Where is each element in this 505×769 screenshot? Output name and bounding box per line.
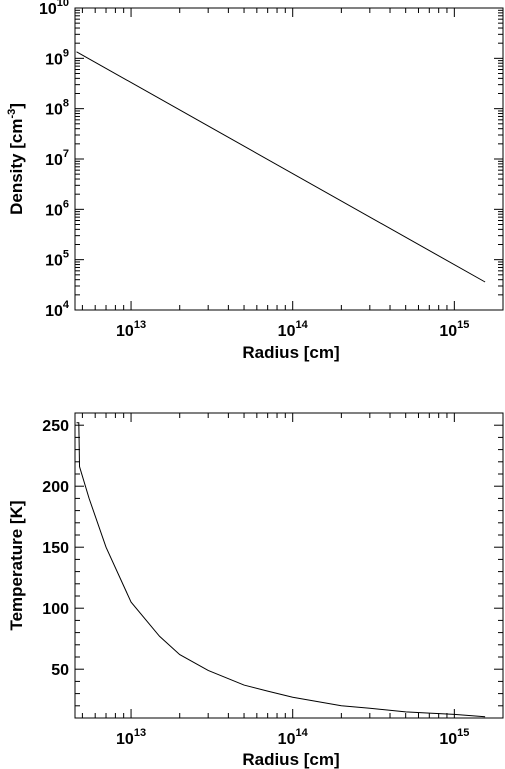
plot-frame xyxy=(74,412,504,719)
y-tick-label-base: 10 xyxy=(45,202,63,219)
x-axis-title: Radius [cm] xyxy=(242,750,339,769)
y-tick-label: 108 xyxy=(45,98,69,119)
series-line xyxy=(76,422,486,718)
y-tick-label: 106 xyxy=(45,198,69,219)
y-tick-label-base: 10 xyxy=(45,102,63,119)
x-axis-title: Radius [cm] xyxy=(242,343,339,362)
y-axis-title-close: ] xyxy=(7,103,26,109)
y-axis-title: Density [cm-3] xyxy=(6,103,26,215)
y-tick-label: 104 xyxy=(45,299,70,320)
x-tick-label-exponent: 14 xyxy=(295,319,308,331)
y-tick-label: 105 xyxy=(45,249,69,270)
x-tick-label-base: 10 xyxy=(439,323,457,340)
y-axis-title-exponent: -3 xyxy=(6,109,18,119)
x-tick-label: 1013 xyxy=(116,319,146,340)
y-tick-label-exponent: 8 xyxy=(63,98,69,110)
y-tick-label: 107 xyxy=(45,148,69,169)
x-tick-label: 1015 xyxy=(439,727,469,748)
y-tick-label-base: 10 xyxy=(45,51,63,68)
x-tick-label-exponent: 14 xyxy=(295,727,308,739)
x-tick-label-exponent: 15 xyxy=(457,319,469,331)
y-tick-label-base: 10 xyxy=(39,1,57,18)
x-tick-label-exponent: 13 xyxy=(134,319,146,331)
y-tick-label-base: 10 xyxy=(45,253,63,270)
x-tick-label: 1014 xyxy=(278,727,309,748)
y-tick-label: 100 xyxy=(42,601,69,618)
x-tick-label-base: 10 xyxy=(278,731,296,748)
density-panel: 1013 1014 10151041051061071081091010Radius… xyxy=(6,0,504,362)
x-tick-label-exponent: 15 xyxy=(457,727,469,739)
x-tick-label: 1015 xyxy=(439,319,469,340)
x-tick-label-base: 10 xyxy=(116,731,134,748)
y-tick-label-base: 10 xyxy=(45,303,63,320)
x-tick-label-base: 10 xyxy=(278,323,296,340)
y-tick-label-base: 10 xyxy=(45,152,63,169)
x-tick-label-base: 10 xyxy=(116,323,134,340)
y-axis-title: Temperature [K] xyxy=(7,500,26,630)
y-tick-label-exponent: 6 xyxy=(63,198,69,210)
y-tick-label: 200 xyxy=(42,479,69,496)
y-axis-title-main: Density [cm xyxy=(7,119,26,215)
y-tick-label: 109 xyxy=(45,47,69,68)
series-line xyxy=(76,51,486,283)
x-tick-label: 1013 xyxy=(116,727,146,748)
y-tick-label-exponent: 9 xyxy=(63,47,69,59)
y-tick-label-exponent: 7 xyxy=(63,148,69,160)
plot-frame xyxy=(74,7,504,311)
x-tick-label-exponent: 13 xyxy=(134,727,146,739)
y-tick-label: 250 xyxy=(42,418,69,435)
y-tick-label: 150 xyxy=(42,540,69,557)
x-tick-label-base: 10 xyxy=(439,731,457,748)
x-tick-label: 1014 xyxy=(278,319,309,340)
y-tick-label-exponent: 4 xyxy=(63,299,70,311)
y-tick-label: 50 xyxy=(51,662,69,679)
y-tick-label-exponent: 5 xyxy=(63,249,69,261)
y-tick-label: 1010 xyxy=(39,0,69,18)
y-tick-label-exponent: 10 xyxy=(57,0,69,9)
